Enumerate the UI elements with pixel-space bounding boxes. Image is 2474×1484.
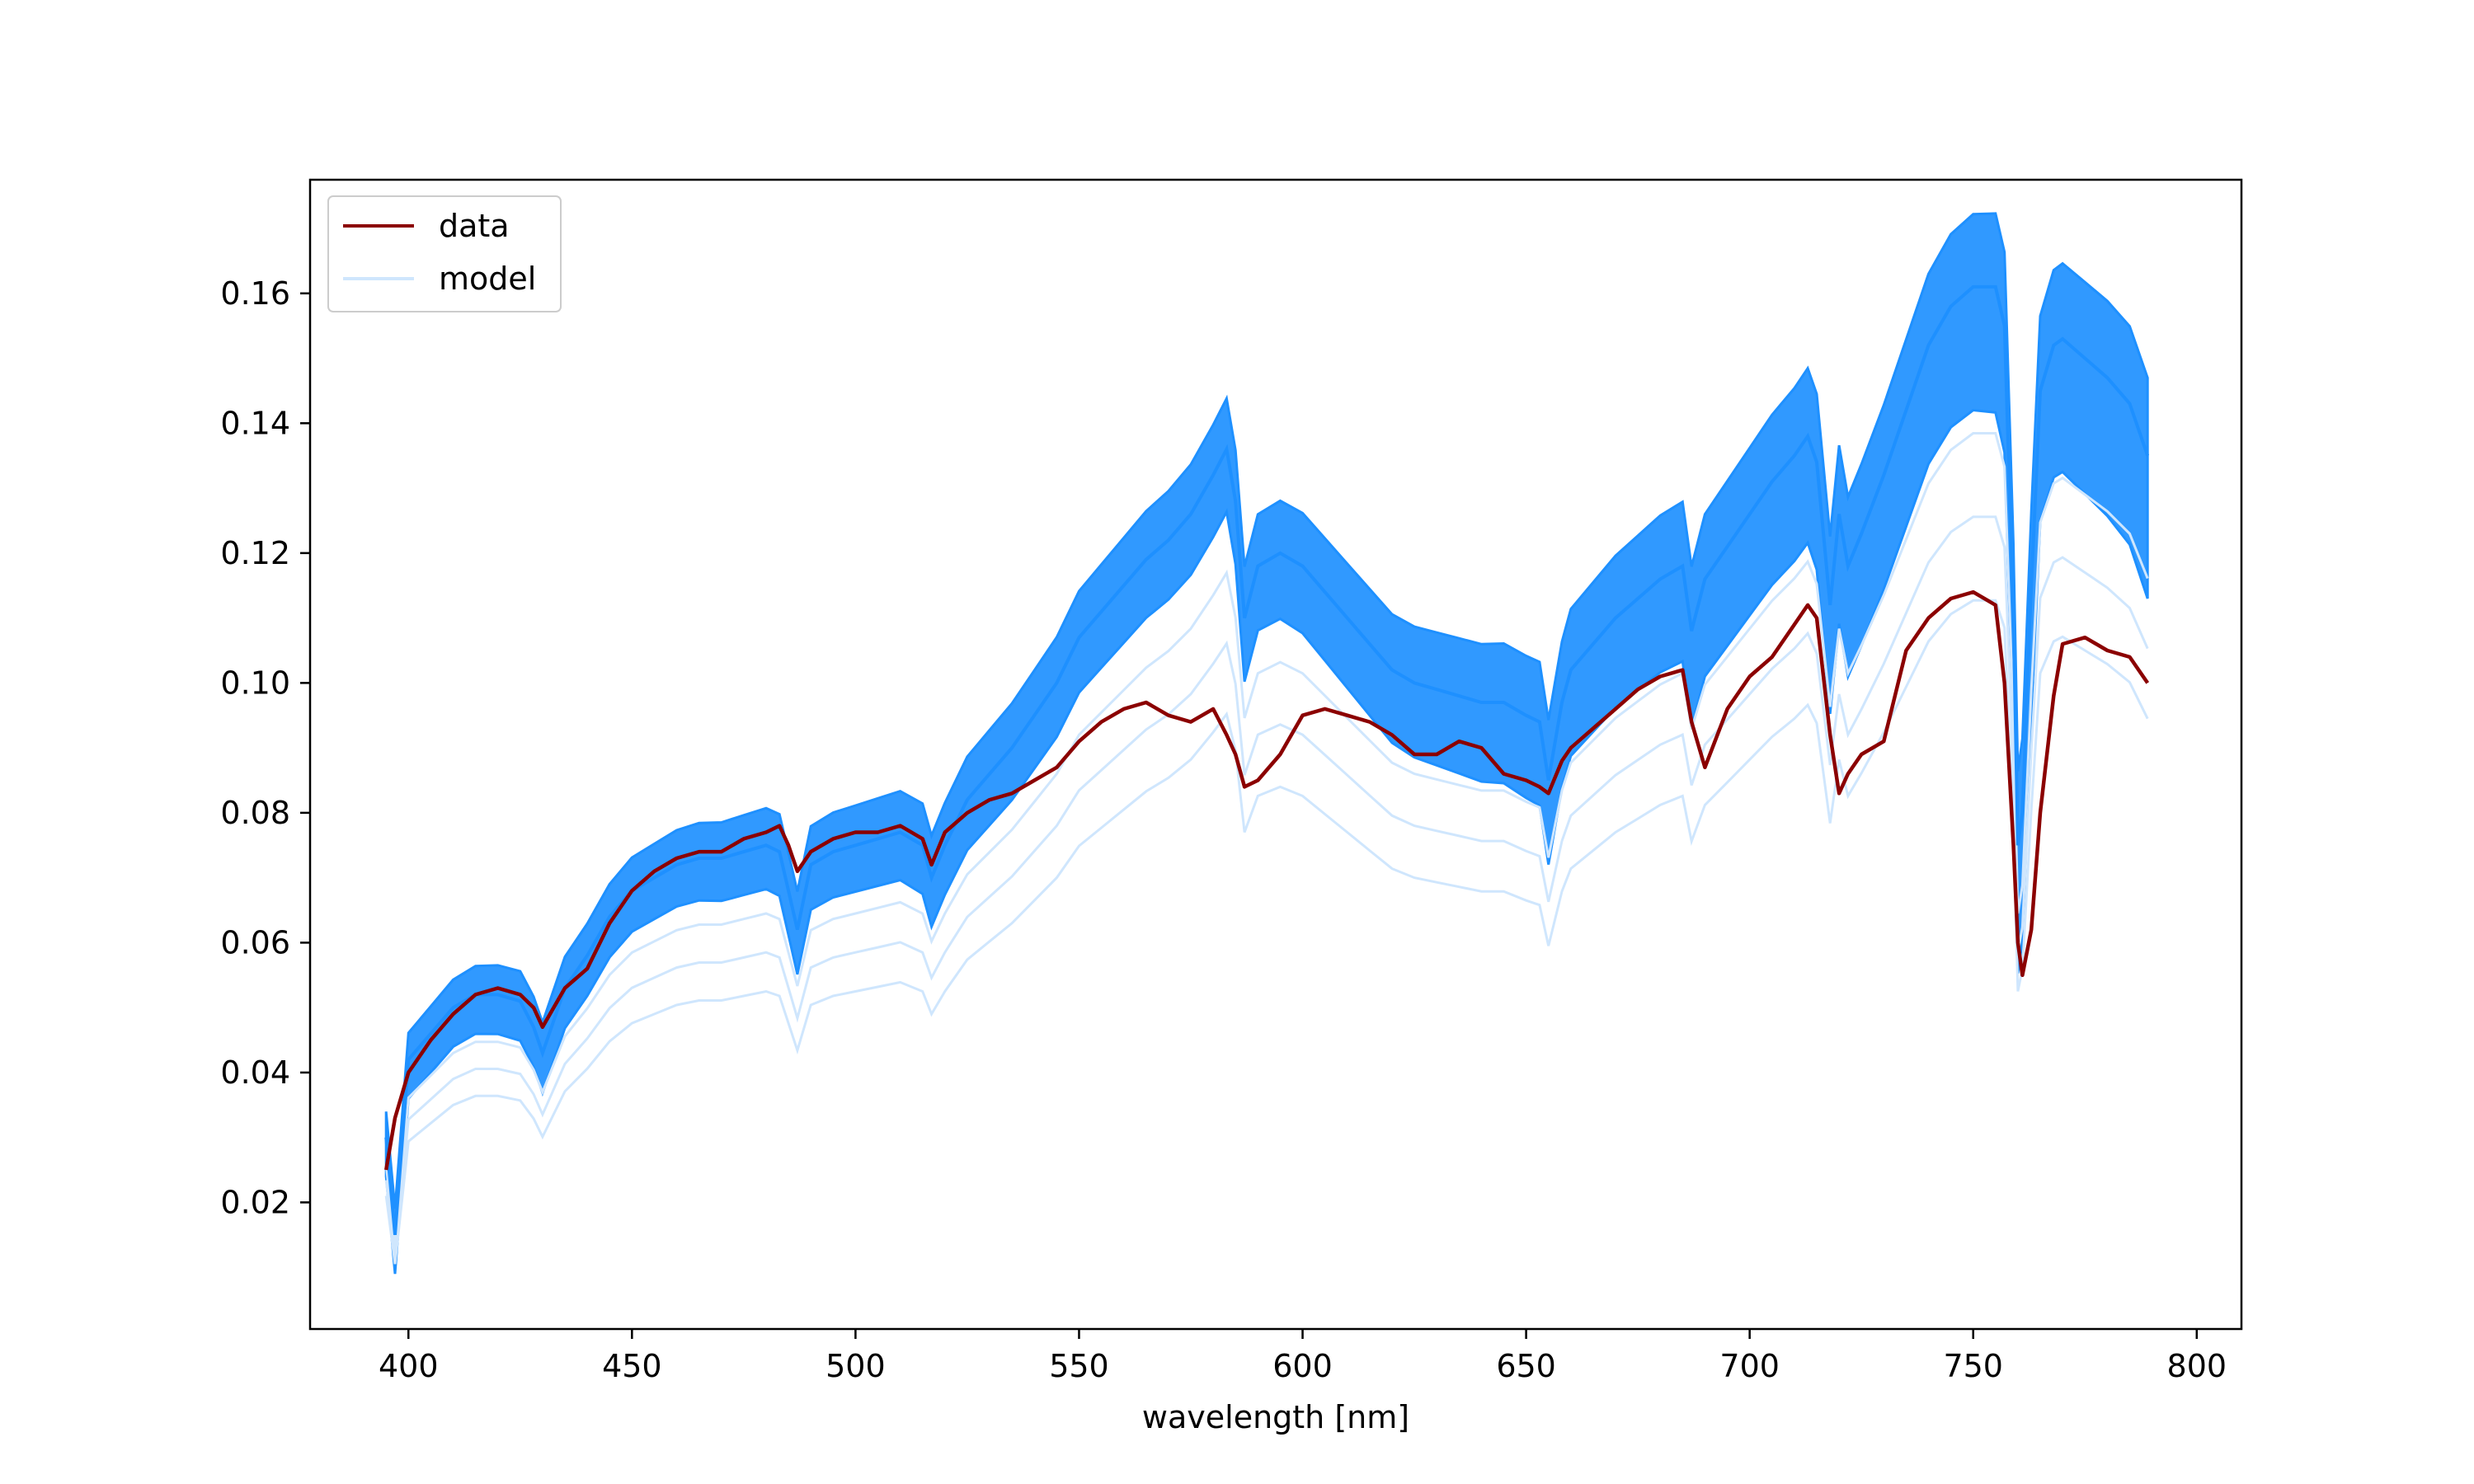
model-band	[384, 212, 2149, 1275]
y-axis: 0.02 0.04 0.06 0.08 0.10 0.12 0.14 0.16	[220, 275, 310, 1220]
x-tick-label: 550	[1049, 1348, 1109, 1384]
x-tick-label: 500	[825, 1348, 886, 1384]
series-layer	[383, 284, 2150, 1235]
x-axis-label: wavelength [nm]	[1142, 1399, 1409, 1435]
legend-label-model: model	[439, 261, 536, 297]
model-line	[384, 284, 2150, 1235]
x-tick-label: 400	[379, 1348, 439, 1384]
y-tick-label: 0.12	[220, 535, 290, 571]
x-tick-label: 650	[1496, 1348, 1556, 1384]
y-tick-label: 0.04	[220, 1054, 290, 1091]
x-tick-label: 700	[1719, 1348, 1780, 1384]
y-tick-label: 0.16	[220, 275, 290, 312]
x-tick-label: 450	[602, 1348, 662, 1384]
plot-frame	[308, 178, 2243, 1331]
x-tick-label: 750	[1943, 1348, 2003, 1384]
legend-label-data: data	[439, 208, 510, 244]
data-line	[383, 589, 2150, 1171]
y-tick-label: 0.10	[220, 665, 290, 701]
y-tick-label: 0.06	[220, 924, 290, 960]
y-tick-label: 0.14	[220, 405, 290, 441]
model-band-area	[384, 212, 2149, 1275]
y-tick-label: 0.08	[220, 795, 290, 831]
x-tick-label: 600	[1272, 1348, 1333, 1384]
x-tick-label: 800	[2167, 1348, 2227, 1384]
model-faint-trace-3	[384, 432, 2149, 1249]
x-axis: 400 450 500 550 600 650 700 750 800	[379, 1329, 2227, 1384]
legend: data model	[327, 195, 562, 312]
model-faint-trace-2	[384, 515, 2149, 1256]
model-faint-trace-1	[384, 599, 2149, 1265]
y-tick-label: 0.02	[220, 1184, 290, 1220]
